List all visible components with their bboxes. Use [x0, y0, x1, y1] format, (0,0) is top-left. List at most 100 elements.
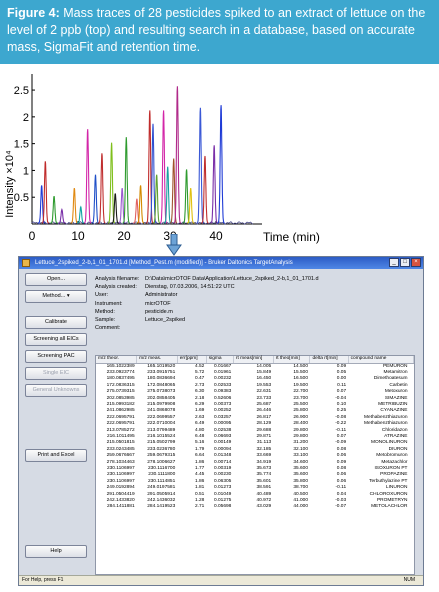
- action-panel: Open... Method... ▾ Calibrate Screening …: [23, 273, 89, 573]
- table-row[interactable]: 230.1106997 230.1111800 4.45 0.00230 35.774 3…: [96, 472, 414, 478]
- compound-name-cell: MONOLINURON: [370, 440, 408, 446]
- table-row[interactable]: 233.0923774 233.0915751 5.72 0.01961 15.849 1…: [96, 370, 414, 376]
- peak-trace: [196, 107, 204, 224]
- peak-trace: [118, 187, 126, 224]
- column-header[interactable]: delta rt[min]: [309, 356, 349, 364]
- table-row[interactable]: 233.0243485 233.0236780 1.79 0.00094 32.185 3…: [96, 447, 414, 453]
- value-cell: 0.06305: [214, 478, 232, 484]
- value-cell: 33.669: [256, 453, 272, 459]
- table-body: 165.1022389 165.1019520 4.52 0.01667 14.005 1…: [96, 363, 414, 511]
- value-cell: 0.00094: [214, 446, 232, 452]
- value-cell: 26.446: [256, 408, 272, 414]
- table-row[interactable]: 249.0192894 249.0197581 1.81 0.01273 38.591 3…: [96, 485, 414, 491]
- table-row[interactable]: 230.1106997 230.1116700 1.77 0.00319 35.673 3…: [96, 466, 414, 472]
- compound-name-cell: Metoxuron: [384, 389, 408, 395]
- table-row[interactable]: 172.0836315 172.0848065 2.73 0.02533 19.553 1…: [96, 383, 414, 389]
- info-key: Comment:: [95, 325, 121, 332]
- minimize-button[interactable]: _: [389, 258, 399, 267]
- value-cell: 0.03257: [214, 414, 232, 420]
- table-row[interactable]: 215.0993182 215.0979908 6.29 0.00373 25.687 2…: [96, 402, 414, 408]
- app-icon: [22, 259, 30, 267]
- table-row[interactable]: 241.0862985 241.0868078 1.69 0.00252 26.446 2…: [96, 408, 414, 414]
- info-value: pesticide.m: [145, 308, 173, 315]
- column-header[interactable]: rt meas[min]: [233, 356, 274, 364]
- table-row[interactable]: 222.0695791 222.0699557 2.63 0.03257 26.817 2…: [96, 415, 414, 421]
- column-header[interactable]: m/z theor.: [96, 356, 138, 364]
- down-arrow-icon: [166, 234, 182, 256]
- value-cell: 6.64: [194, 453, 205, 459]
- table-row[interactable]: 230.1106997 230.1114851 1.86 0.06305 35.601 3…: [96, 479, 414, 485]
- x-tick-label: 20: [117, 229, 131, 243]
- column-header[interactable]: sigma: [206, 356, 234, 364]
- table-row[interactable]: 242.1433820 242.1436032 1.28 0.01275 40.972 4…: [96, 498, 414, 504]
- value-cell: 16.450: [256, 376, 272, 382]
- y-tick-label: 0.5: [14, 192, 29, 204]
- window-titlebar[interactable]: Lettuce_2spiked_2-b,1_01_1701.d [Method_…: [19, 257, 423, 269]
- chromatogram-chart: 0.5 1 1.5 2 2.5 0 10 20 30 40 Intensity ×10⁴ Time…: [0, 64, 439, 254]
- table-row[interactable]: 275.0739315 275.0738073 6.30 0.09383 22.631 2…: [96, 389, 414, 395]
- screening-pac-button[interactable]: Screening PAC: [25, 350, 87, 363]
- value-cell: 0.01049: [214, 491, 232, 497]
- value-cell: 29.871: [256, 433, 272, 439]
- value-cell: 4.52: [194, 363, 205, 369]
- value-cell: 222.0695791: [106, 414, 135, 420]
- value-cell: 0.10: [336, 401, 347, 407]
- value-cell: 0.51: [194, 491, 205, 497]
- value-cell: 242.1436032: [147, 498, 176, 504]
- table-row[interactable]: 259.0676667 259.0679315 6.64 0.01348 33.669 3…: [96, 453, 414, 459]
- info-key: User:: [95, 292, 109, 299]
- compound-name-cell: Metazachlor: [381, 459, 408, 465]
- column-header[interactable]: m/z meas.: [136, 356, 178, 364]
- num-lock-indicator: NUM: [403, 577, 415, 583]
- table-row[interactable]: 216.1011495 216.1015524 6.48 0.06693 29.871 2…: [96, 434, 414, 440]
- value-cell: 40.500: [293, 491, 308, 497]
- table-row[interactable]: 222.0695791 222.0710004 6.49 0.00095 28.129 2…: [96, 421, 414, 427]
- print-and-excel-button[interactable]: Print and Excel: [25, 449, 87, 462]
- info-key: Instrument:: [95, 300, 123, 307]
- method-button[interactable]: Method... ▾: [25, 290, 87, 303]
- value-cell: 230.1106997: [106, 478, 135, 484]
- compound-name-cell: Terbuthylazine PT: [369, 478, 408, 484]
- column-header[interactable]: rt theo[min]: [273, 356, 311, 364]
- value-cell: 34.600: [293, 459, 308, 465]
- value-cell: 0.05698: [214, 504, 232, 510]
- value-cell: 4.45: [194, 472, 205, 478]
- column-header[interactable]: err[ppm]: [177, 356, 207, 364]
- table-row[interactable]: 180.0837495 180.0836694 0.47 0.00232 16.450 1…: [96, 376, 414, 382]
- general-unknowns-button[interactable]: General Unknowns: [25, 384, 87, 397]
- calibrate-button[interactable]: Calibrate: [25, 316, 87, 329]
- peak-trace: [38, 185, 46, 224]
- value-cell: 35.600: [293, 466, 308, 471]
- value-cell: -0.03: [335, 498, 347, 504]
- table-row[interactable]: 278.1034463 278.1006627 1.86 0.00714 34.919 3…: [96, 460, 414, 466]
- value-cell: 22.631: [256, 389, 272, 395]
- value-cell: 2.73: [194, 382, 205, 388]
- value-cell: 241.0862985: [106, 408, 135, 414]
- close-button[interactable]: ×: [411, 258, 421, 267]
- table-row[interactable]: 284.1411881 284.1419523 2.71 0.05698 43.029 4…: [96, 504, 414, 510]
- table-row[interactable]: 213.0785272 213.0799489 4.80 0.02538 29.688 2…: [96, 428, 414, 434]
- value-cell: 241.0868078: [147, 408, 176, 414]
- single-eic-button[interactable]: Single EIC: [25, 367, 87, 380]
- table-row[interactable]: 165.1022389 165.1019520 4.52 0.01667 14.005 1…: [96, 363, 414, 370]
- compound-name-cell: Chloridazon: [381, 427, 408, 433]
- value-cell: 230.1114851: [147, 478, 176, 484]
- table-row[interactable]: 202.0853985 202.0858405 2.18 0.52606 23.733 2…: [96, 396, 414, 402]
- compound-name-cell: PEMURON: [382, 363, 408, 369]
- value-cell: 31.113: [256, 440, 272, 446]
- maximize-button[interactable]: □: [400, 258, 410, 267]
- value-cell: 0.01273: [214, 485, 232, 491]
- open-button[interactable]: Open...: [25, 273, 87, 286]
- value-cell: 32.185: [256, 446, 272, 452]
- peak-trace: [136, 185, 144, 224]
- column-header[interactable]: compound name: [348, 356, 415, 364]
- table-row[interactable]: 291.0504419 291.0505914 0.51 0.01049 40.489 4…: [96, 492, 414, 498]
- results-table-panel[interactable]: m/z theor. m/z meas. err[ppm] sigma rt meas[…: [95, 355, 415, 575]
- value-cell: 44.000: [293, 504, 308, 510]
- value-cell: 216.1011495: [106, 433, 135, 439]
- table-row[interactable]: 215.0501815 215.0502799 5.16 0.00149 31.113 3…: [96, 440, 414, 446]
- screening-all-eics-button[interactable]: Screening all EICs: [25, 333, 87, 346]
- help-button[interactable]: Help: [25, 545, 87, 558]
- peak-trace: [111, 193, 119, 224]
- value-cell: 4.80: [194, 427, 205, 433]
